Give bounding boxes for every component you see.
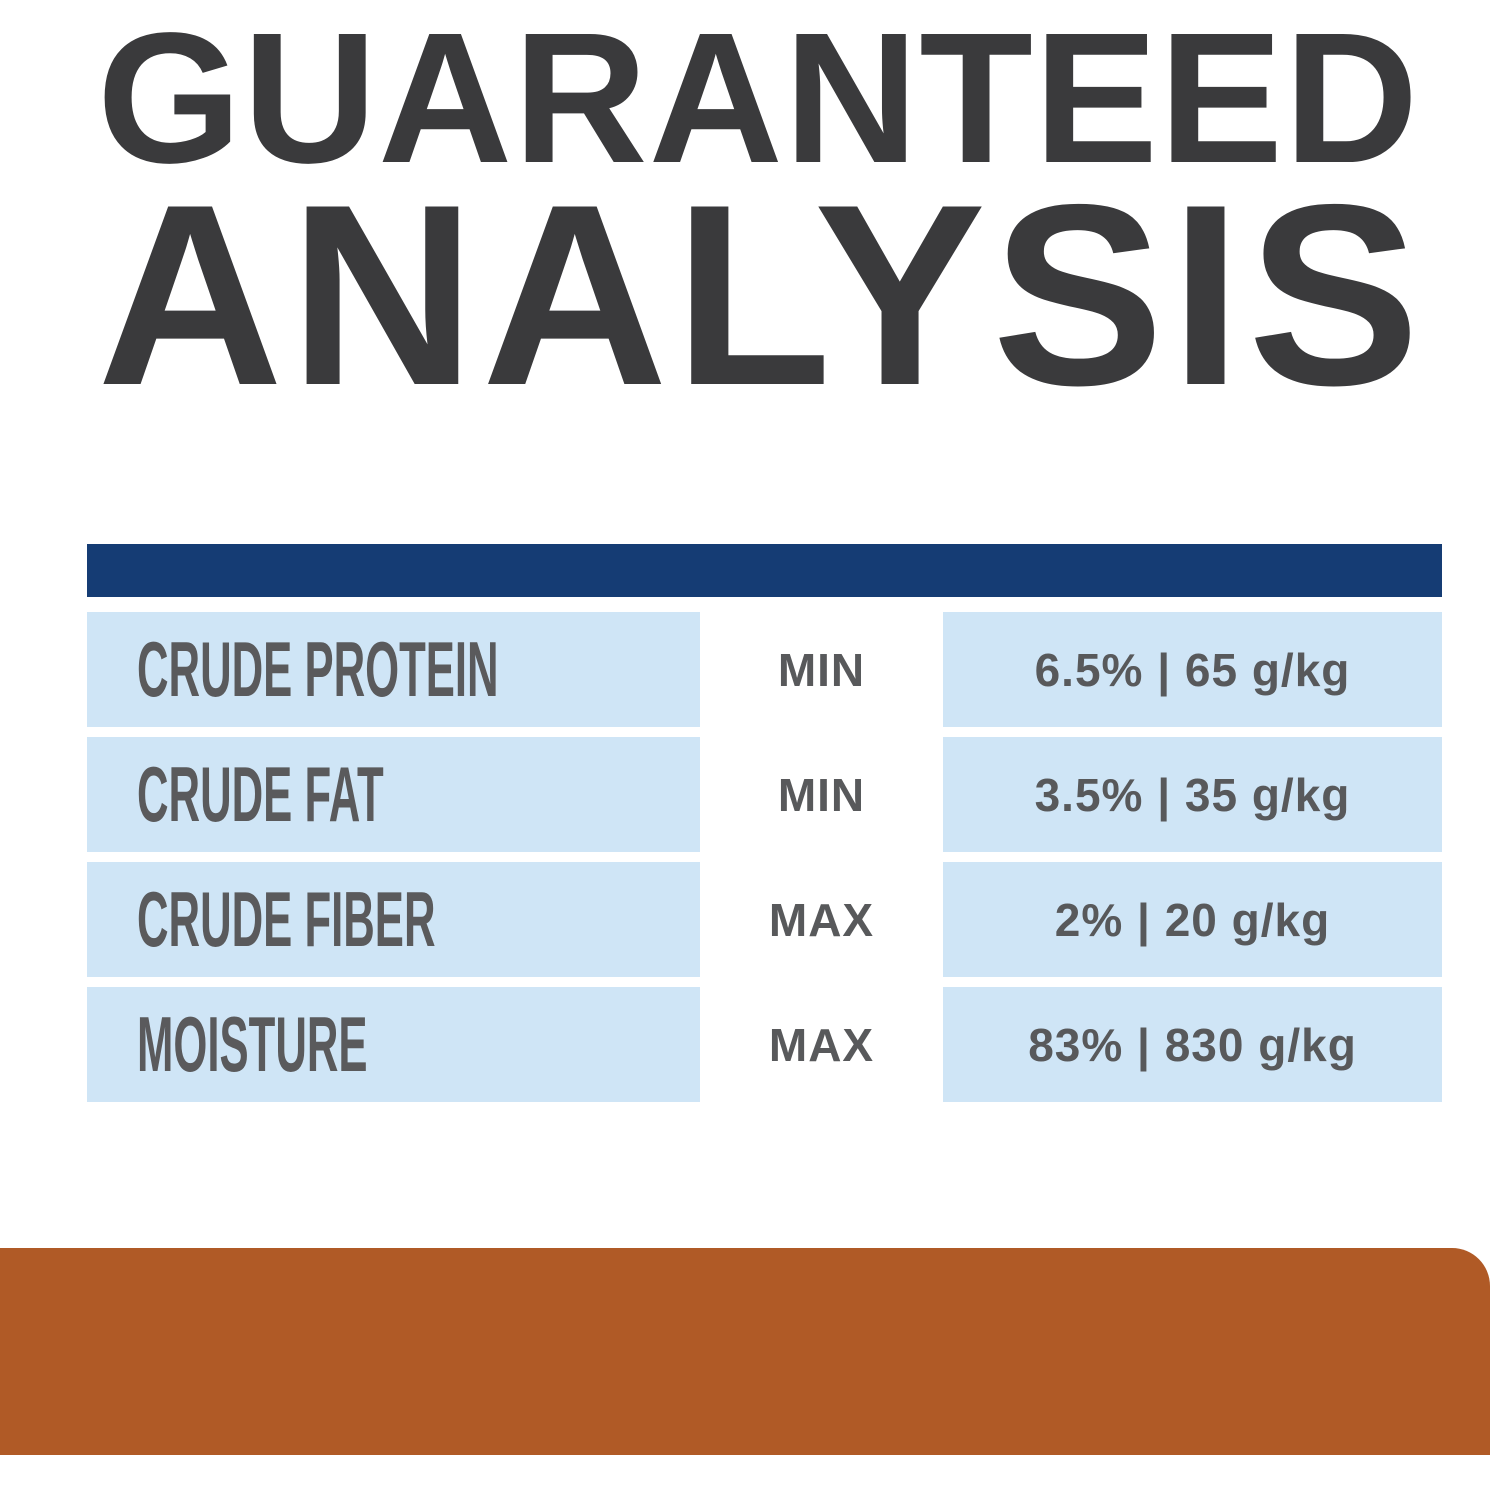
page-title: GUARANTEED ANALYSIS (97, 6, 1426, 424)
table-row: MOISTURE MAX 83% | 830 g/kg (87, 987, 1442, 1102)
title-line-2: ANALYSIS (97, 150, 1426, 439)
qualifier-cell: MAX (768, 1018, 875, 1071)
qualifier-cell: MIN (777, 768, 866, 821)
nutrient-name: CRUDE PROTEIN (137, 625, 499, 713)
guaranteed-analysis-table: CRUDE PROTEIN MIN 6.5% | 65 g/kg CRUDE F… (87, 544, 1442, 1112)
value-cell: 3.5% | 35 g/kg (943, 737, 1442, 852)
nutrient-name: CRUDE FIBER (137, 875, 436, 963)
table-row: CRUDE PROTEIN MIN 6.5% | 65 g/kg (87, 612, 1442, 727)
value-cell: 83% | 830 g/kg (943, 987, 1442, 1102)
nutrient-cell: CRUDE FAT (87, 737, 700, 852)
qualifier-cell: MAX (768, 893, 875, 946)
qualifier-cell: MIN (777, 643, 866, 696)
footer-accent-bar (0, 1248, 1490, 1455)
value-cell: 6.5% | 65 g/kg (943, 612, 1442, 727)
nutrient-name: MOISTURE (137, 1000, 368, 1088)
nutrient-cell: CRUDE PROTEIN (87, 612, 700, 727)
value-cell: 2% | 20 g/kg (943, 862, 1442, 977)
nutrient-cell: MOISTURE (87, 987, 700, 1102)
nutrient-cell: CRUDE FIBER (87, 862, 700, 977)
nutrient-name: CRUDE FAT (137, 750, 384, 838)
table-row: CRUDE FAT MIN 3.5% | 35 g/kg (87, 737, 1442, 852)
table-header-bar (87, 544, 1442, 597)
title-line-1: GUARANTEED (97, 0, 1420, 202)
table-row: CRUDE FIBER MAX 2% | 20 g/kg (87, 862, 1442, 977)
